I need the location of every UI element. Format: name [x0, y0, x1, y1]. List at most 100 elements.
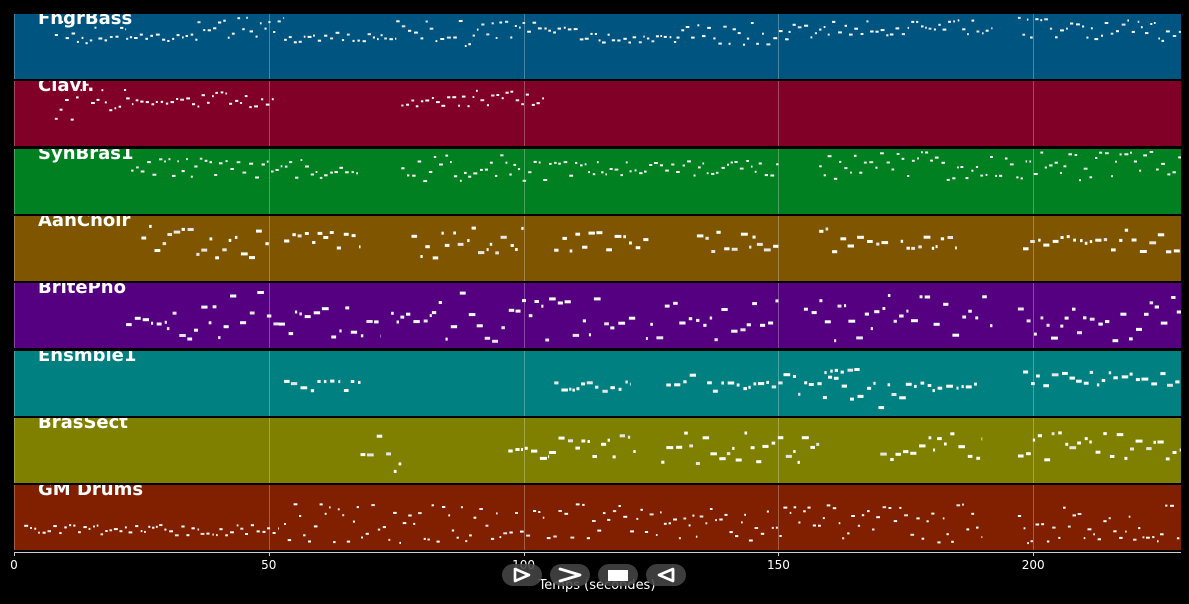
grid-line [523, 485, 525, 551]
grid-line [778, 148, 780, 214]
note-layer [54, 83, 544, 121]
grid-line [14, 417, 15, 483]
track-label: BrasSect [38, 417, 128, 433]
x-tick [523, 552, 525, 556]
grid-line [14, 350, 15, 416]
grid-line [523, 417, 525, 483]
note-passage [666, 373, 696, 386]
note-passage [401, 95, 473, 108]
note-passage [431, 291, 550, 343]
rewind-button[interactable] [646, 564, 686, 586]
track-label: AahChoir [38, 215, 131, 231]
track-label: FngrBass [38, 14, 133, 29]
track-label: Clavi. [38, 81, 95, 97]
note-passage [1017, 504, 1180, 545]
note-layer [360, 431, 1181, 473]
note-passage [880, 449, 911, 461]
note-passage [472, 90, 544, 107]
x-axis: 050100150200 [10, 552, 1181, 592]
note-passage [126, 33, 198, 42]
note-passage [1017, 431, 1181, 462]
grid-line [1033, 148, 1035, 214]
grid-line [14, 148, 15, 214]
grid-line [1033, 81, 1035, 147]
note-passage [819, 150, 1181, 181]
x-tick [14, 552, 15, 556]
x-tick [268, 552, 270, 556]
grid-line [778, 283, 780, 349]
note-passage [803, 294, 993, 343]
x-tick-label: 0 [10, 558, 18, 572]
note-passage [284, 230, 361, 250]
fast-forward-button[interactable] [550, 564, 590, 586]
rewind-icon [657, 567, 675, 583]
note-passage [411, 226, 524, 260]
note-passage [783, 372, 906, 409]
note-passage [1017, 296, 1181, 343]
track-ensmble1: Ensmble1 [14, 350, 1181, 416]
note-passage [549, 297, 636, 338]
play-button[interactable] [502, 564, 542, 586]
note-layer [141, 224, 1180, 260]
note-passage [1017, 16, 1181, 42]
x-axis-line [14, 552, 1181, 553]
note-passage [360, 434, 402, 473]
stop-button[interactable] [598, 564, 638, 586]
note-passage [819, 227, 889, 254]
track-label: Ensmble1 [38, 350, 137, 366]
grid-line [1033, 283, 1035, 349]
note-passage [554, 231, 649, 253]
note-passage [284, 379, 361, 392]
stop-icon [608, 570, 628, 581]
grid-line [1033, 14, 1035, 79]
fast-forward-icon [558, 567, 582, 583]
grid-line [1033, 215, 1035, 281]
note-passage [131, 157, 358, 179]
track-label: SynBras1 [38, 148, 134, 164]
grid-line [268, 14, 270, 79]
note-passage [396, 20, 473, 47]
note-passage [197, 91, 274, 109]
note-passage [584, 32, 677, 44]
grid-line [778, 14, 780, 79]
play-outline-icon [513, 567, 531, 583]
note-passage [910, 432, 983, 460]
track-gm-drums: GM Drums [14, 485, 1181, 551]
note-passage [824, 367, 860, 374]
note-passage [391, 311, 432, 324]
x-tick-label: 50 [261, 558, 277, 572]
track-clavi: Clavi. [14, 81, 1181, 147]
x-tick-label: 200 [1021, 558, 1045, 572]
grid-line [268, 81, 270, 147]
note-layer [284, 367, 1180, 409]
grid-line [778, 215, 780, 281]
grid-line [268, 350, 270, 416]
note-passage [549, 159, 779, 177]
note-passage [126, 316, 167, 327]
grid-line [523, 283, 525, 349]
note-passage [1023, 228, 1180, 254]
grid-line [778, 417, 780, 483]
note-passage [554, 380, 631, 393]
note-layer [126, 291, 1181, 343]
grid-line [523, 14, 525, 79]
x-tick-label: 150 [766, 558, 790, 572]
note-layer [24, 503, 1180, 545]
grid-line [523, 215, 525, 281]
note-passage [126, 97, 196, 106]
track-aahchoir: AahChoir [14, 215, 1181, 281]
note-passage [905, 381, 977, 392]
grid-line [778, 485, 780, 551]
piano-roll-tracks: FngrBass Clavi. SynBras1 AahChoir BritePno En… [14, 14, 1181, 552]
grid-line [778, 81, 780, 147]
x-tick [1033, 552, 1035, 556]
note-passage [900, 235, 957, 250]
note-passage [197, 16, 285, 39]
x-tick [778, 552, 780, 556]
note-passage [819, 19, 993, 37]
grid-line [523, 350, 525, 416]
note-passage [696, 230, 779, 253]
note-passage [508, 446, 550, 460]
note-passage [676, 22, 789, 46]
note-passage [24, 524, 279, 537]
